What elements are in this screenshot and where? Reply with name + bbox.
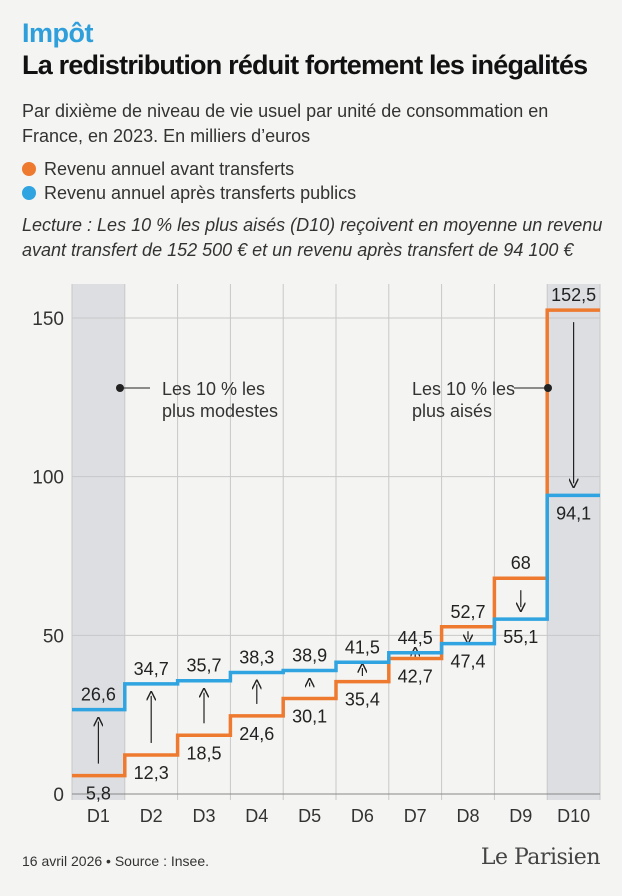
legend-item-before: Revenu annuel avant transferts [22,158,356,180]
legend-dot-orange [22,162,36,176]
annotation-right-line2: plus aisés [412,401,492,421]
value-label-after: 38,3 [239,647,274,667]
footer-source: 16 avril 2026 • Source : Insee. [22,853,210,869]
value-label-after: 94,1 [556,503,591,523]
value-label-before: 18,5 [186,743,221,763]
x-tick-label: D5 [298,806,321,826]
value-label-before: 35,4 [345,690,380,710]
legend-item-after: Revenu annuel après transferts publics [22,182,356,204]
series-line-before [72,308,600,778]
chart-subtitle: Par dixième de niveau de vie usuel par u… [22,101,549,146]
x-tick-label: D2 [140,806,163,826]
legend: Revenu annuel avant transferts Revenu an… [22,158,356,206]
legend-dot-blue [22,186,36,200]
value-label-after: 34,7 [134,659,169,679]
x-tick-label: D8 [456,806,479,826]
y-tick-label: 50 [43,626,64,647]
value-label-before: 24,6 [239,724,274,744]
y-tick-label: 0 [53,785,64,806]
kicker: Impôt [22,18,94,48]
x-tick-label: D7 [404,806,427,826]
chart-title: La redistribution réduit fortement les i… [22,50,588,80]
value-label-after: 38,9 [292,646,327,666]
value-label-before: 52,7 [450,602,485,622]
value-label-before: 12,3 [134,763,169,783]
x-tick-label: D4 [245,806,268,826]
x-tick-label: D9 [509,806,532,826]
value-label-after: 44,5 [398,628,433,648]
step-chart: 0 50 100 150 D1 D2 D3 D4 D5 D6 D7 D8 D9 D10 26,6 5,8 34,… [32,284,601,826]
reading-note: Lecture : Les 10 % les plus aisés (D10) … [22,215,603,260]
legend-label-after: Revenu annuel après transferts publics [44,183,357,203]
x-tick-label: D10 [557,806,590,826]
value-label-after: 41,5 [345,637,380,657]
value-label-before: 5,8 [86,784,111,804]
y-tick-label: 150 [32,309,64,330]
y-tick-label: 100 [32,468,64,489]
series-line-after [72,493,600,712]
legend-label-before: Revenu annuel avant transferts [44,159,295,179]
x-tick-label: D1 [87,806,110,826]
x-tick-label: D3 [192,806,215,826]
annotation-left-line1: Les 10 % les [162,379,265,399]
value-label-before: 152,5 [551,285,596,305]
value-label-before: 30,1 [292,706,327,726]
value-label-after: 55,1 [503,627,538,647]
highlight-d1 [72,284,125,800]
annotation-right-line1: Les 10 % les [412,379,515,399]
value-label-after: 47,4 [450,652,485,672]
x-tick-label: D6 [351,806,374,826]
annotation-left-line2: plus modestes [162,401,278,421]
value-label-after: 35,7 [186,656,221,676]
value-label-before: 68 [511,553,531,573]
value-label-before: 42,7 [398,666,433,686]
le-parisien-logo: Le Parisien [480,845,601,870]
value-label-after: 26,6 [81,685,116,705]
